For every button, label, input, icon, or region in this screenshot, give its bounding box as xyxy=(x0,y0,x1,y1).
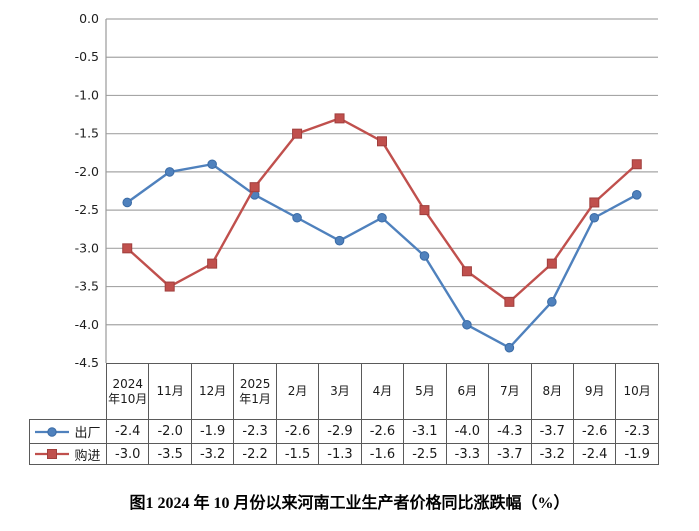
category-header-cell: 6月 xyxy=(445,363,490,420)
y-tick-label: 0.0 xyxy=(79,11,99,26)
data-point-marker xyxy=(419,205,430,216)
legend-cell: 购进 xyxy=(29,443,107,465)
legend-cell: 出厂 xyxy=(29,419,107,444)
data-point-marker xyxy=(207,159,217,170)
value-cell: -2.2 xyxy=(233,443,277,465)
series-legend-label: 出厂 xyxy=(74,426,101,441)
value-cell: -3.5 xyxy=(148,443,192,465)
value-cell: -2.6 xyxy=(275,419,320,444)
category-header-cell: 9月 xyxy=(572,363,617,420)
data-point-marker xyxy=(462,319,472,330)
data-point-marker xyxy=(631,190,642,200)
y-tick-label: -2.5 xyxy=(75,202,99,217)
value-cell: -1.9 xyxy=(190,419,235,444)
value-cell: -1.9 xyxy=(615,443,659,465)
data-table: 2024年10月 11月 12月 2025年1月 2月 3月 4月 5月 6月 7月 8月 9月 10月… xyxy=(29,363,659,465)
data-point-marker xyxy=(292,212,302,223)
data-point-marker xyxy=(631,159,642,170)
category-header-cell: 5月 xyxy=(403,363,447,420)
y-tick-label: -1.5 xyxy=(75,126,99,141)
y-tick-label: -0.5 xyxy=(75,49,99,64)
line-chart-plot: 0.0 -0.5 -1.0 -1.5 -2.0 -2.5 -3.0 -3.5 -4.0 -4.5 xyxy=(75,11,658,370)
data-point-marker xyxy=(334,235,345,246)
data-point-marker xyxy=(164,167,175,177)
value-cell: -3.7 xyxy=(488,443,532,465)
y-tick-label: -4.5 xyxy=(75,355,99,370)
figure-caption: 图1 2024 年 10 月份以来河南工业生产者价格同比涨跌幅（%） xyxy=(129,495,570,512)
value-cell: -2.3 xyxy=(615,419,659,444)
y-tick-label: -3.5 xyxy=(75,279,99,294)
value-cell: -2.4 xyxy=(572,443,617,465)
value-cell: -2.0 xyxy=(148,419,192,444)
value-cell: -2.5 xyxy=(403,443,447,465)
category-header-cell: 12月 xyxy=(190,363,235,420)
value-cell: -2.3 xyxy=(233,419,277,444)
data-point-marker xyxy=(377,136,387,147)
data-point-marker xyxy=(249,182,260,193)
data-point-marker xyxy=(122,197,133,208)
value-cell: -2.4 xyxy=(105,419,150,444)
data-point-marker xyxy=(547,297,557,307)
data-point-marker xyxy=(377,212,387,223)
value-cell: -1.5 xyxy=(275,443,320,465)
data-point-marker xyxy=(504,342,515,353)
data-point-marker xyxy=(292,128,303,139)
data-point-marker xyxy=(589,197,600,208)
legend-key-circle-icon xyxy=(35,426,70,437)
category-header-cell: 11月 xyxy=(148,363,192,420)
value-cell: -2.6 xyxy=(572,419,617,444)
y-tick-label: -1.0 xyxy=(75,87,99,102)
data-point-marker xyxy=(589,212,600,223)
category-header-cell: 4月 xyxy=(360,363,405,420)
value-cell: -3.7 xyxy=(530,419,574,444)
category-header-cell: 3月 xyxy=(318,363,362,420)
data-table-container: 2024年10月 11月 12月 2025年1月 2月 3月 4月 5月 6月 7月 8月 9月 10月… xyxy=(29,363,659,465)
value-cell: -1.3 xyxy=(318,443,362,465)
data-point-marker xyxy=(546,258,557,269)
category-header-cell: 7月 xyxy=(488,363,532,420)
y-tick-label: -2.0 xyxy=(75,164,99,179)
category-header-cell: 8月 xyxy=(530,363,574,420)
value-cell: -3.2 xyxy=(190,443,235,465)
legend-corner-cell xyxy=(30,364,107,420)
value-cell: -3.1 xyxy=(403,419,447,444)
value-cell: -2.6 xyxy=(360,419,405,444)
value-cell: -3.0 xyxy=(105,443,150,465)
data-point-marker xyxy=(164,281,175,292)
data-point-marker xyxy=(334,113,345,124)
category-header-cell: 2025年1月 xyxy=(233,363,277,420)
value-cell: -1.6 xyxy=(360,443,405,465)
value-cell: -2.9 xyxy=(318,419,362,444)
value-cell: -4.3 xyxy=(488,419,532,444)
value-cell: -4.0 xyxy=(445,419,490,444)
data-point-marker xyxy=(122,243,133,254)
value-cell: -3.3 xyxy=(445,443,490,465)
data-point-marker xyxy=(207,258,218,269)
category-header-cell: 2月 xyxy=(275,363,320,420)
value-cell: -3.2 xyxy=(530,443,574,465)
data-point-marker xyxy=(461,266,472,277)
series-legend-label: 购进 xyxy=(74,448,101,464)
series-line-0 xyxy=(126,163,638,349)
y-tick-label: -4.0 xyxy=(75,317,99,332)
data-point-marker xyxy=(504,296,515,307)
y-tick-label: -3.0 xyxy=(75,240,99,255)
category-header-cell: 2024年10月 xyxy=(105,363,150,420)
legend-key-square-icon xyxy=(35,449,70,459)
category-header-cell: 10月 xyxy=(615,363,659,420)
data-point-marker xyxy=(419,251,430,261)
